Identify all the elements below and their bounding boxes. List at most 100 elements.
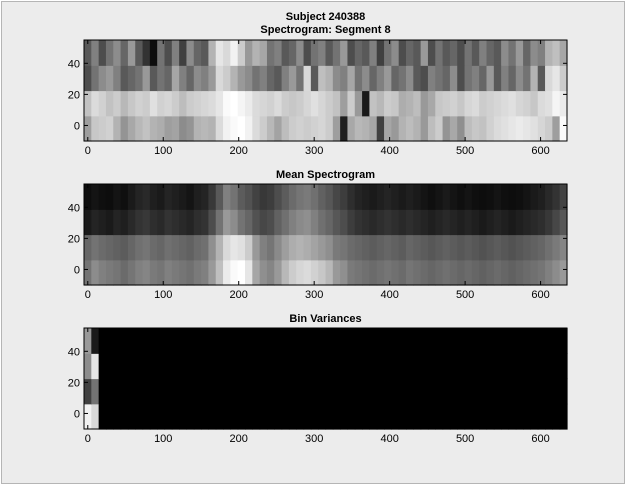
heatmap-cell bbox=[457, 403, 466, 430]
heatmap-cell bbox=[530, 259, 539, 286]
heatmap-cell bbox=[208, 209, 217, 236]
heatmap-cell bbox=[413, 90, 422, 117]
heatmap-cell bbox=[501, 65, 510, 92]
heatmap-cell bbox=[281, 378, 290, 405]
heatmap-cell bbox=[193, 90, 202, 117]
heatmap-cell bbox=[215, 353, 224, 380]
heatmap-cell bbox=[296, 115, 305, 142]
heatmap-cell bbox=[105, 353, 114, 380]
heatmap-cell bbox=[449, 259, 458, 286]
heatmap-cell bbox=[157, 184, 166, 210]
heatmap-cell bbox=[420, 209, 429, 236]
heatmap-cell bbox=[515, 234, 524, 261]
heatmap-cell bbox=[552, 259, 561, 286]
heatmap-cell bbox=[164, 328, 173, 354]
heatmap-cell bbox=[171, 259, 180, 286]
heatmap-cell bbox=[318, 115, 327, 142]
heatmap-cell bbox=[237, 184, 246, 210]
heatmap-cell bbox=[237, 65, 246, 92]
heatmap-cell bbox=[208, 328, 217, 354]
heatmap-cell bbox=[340, 115, 349, 142]
heatmap-cell bbox=[120, 403, 129, 430]
heatmap-cell bbox=[391, 115, 400, 142]
heatmap-cell bbox=[406, 328, 414, 354]
heatmap-cell bbox=[384, 328, 392, 354]
heatmap-cell bbox=[515, 353, 524, 380]
heatmap-cell bbox=[215, 328, 224, 354]
heatmap-cell bbox=[442, 184, 451, 210]
heatmap-cell bbox=[354, 353, 363, 380]
heatmap-cell bbox=[369, 90, 378, 117]
heatmap-cell bbox=[457, 259, 466, 286]
heatmap-cell bbox=[325, 328, 334, 354]
heatmap-cell bbox=[501, 259, 510, 286]
heatmap-cell bbox=[398, 234, 407, 261]
heatmap-cell bbox=[149, 209, 158, 236]
heatmap-cell bbox=[537, 40, 546, 66]
heatmap-cell bbox=[508, 328, 517, 354]
heatmap-cell bbox=[427, 378, 436, 405]
heatmap-cell bbox=[552, 184, 561, 210]
heatmap-cell bbox=[369, 234, 378, 261]
heatmap-cell bbox=[157, 353, 166, 380]
heatmap-cell bbox=[435, 40, 444, 66]
heatmap-cell bbox=[449, 40, 458, 66]
heatmap-cell bbox=[252, 403, 261, 430]
heatmap-cell bbox=[179, 40, 188, 66]
heatmap-cell bbox=[376, 65, 385, 92]
heatmap-cell bbox=[406, 403, 414, 430]
heatmap-cell bbox=[406, 65, 414, 92]
heatmap-cell bbox=[245, 234, 253, 261]
heatmap-cell bbox=[442, 378, 451, 405]
x-tick-label: 500 bbox=[456, 289, 474, 301]
heatmap-cell bbox=[281, 403, 290, 430]
heatmap-cell bbox=[91, 40, 100, 66]
heatmap-cell bbox=[237, 115, 246, 142]
heatmap-cell bbox=[245, 115, 253, 142]
heatmap-cell bbox=[157, 65, 166, 92]
heatmap-cell bbox=[186, 65, 195, 92]
heatmap-cell bbox=[501, 115, 510, 142]
heatmap-cell bbox=[230, 259, 239, 286]
heatmap-cell bbox=[384, 209, 392, 236]
heatmap-cell bbox=[464, 115, 473, 142]
heatmap-cell bbox=[530, 115, 539, 142]
heatmap-cell bbox=[449, 234, 458, 261]
heatmap-cell bbox=[471, 403, 480, 430]
heatmap-cell bbox=[457, 90, 466, 117]
heatmap-cell bbox=[142, 40, 151, 66]
heatmap-cell bbox=[559, 328, 568, 354]
heatmap-cell bbox=[391, 403, 400, 430]
x-tick-label: 600 bbox=[531, 289, 549, 301]
heatmap-cell bbox=[340, 234, 349, 261]
heatmap-cell bbox=[427, 40, 436, 66]
x-tick-label: 200 bbox=[230, 433, 248, 445]
heatmap-cell bbox=[281, 259, 290, 286]
heatmap-cell bbox=[127, 378, 136, 405]
heatmap-cell bbox=[515, 403, 524, 430]
heatmap-cell bbox=[325, 184, 334, 210]
heatmap-cell bbox=[332, 40, 341, 66]
heatmap-cell bbox=[559, 90, 568, 117]
heatmap-cell bbox=[303, 65, 312, 92]
heatmap-cell bbox=[259, 259, 268, 286]
heatmap-cell bbox=[127, 353, 136, 380]
heatmap-cell bbox=[545, 403, 553, 430]
heatmap-cell bbox=[420, 403, 429, 430]
heatmap-cell bbox=[398, 403, 407, 430]
heatmap-cell bbox=[215, 90, 224, 117]
heatmap-cell bbox=[223, 234, 231, 261]
chart-title: Subject 240388 bbox=[286, 11, 366, 23]
heatmap-cell bbox=[84, 184, 92, 210]
heatmap-cell bbox=[530, 328, 539, 354]
heatmap-cell bbox=[157, 378, 166, 405]
heatmap-cell bbox=[208, 184, 217, 210]
heatmap-cell bbox=[318, 40, 327, 66]
heatmap-cell bbox=[296, 65, 305, 92]
heatmap-cell bbox=[457, 378, 466, 405]
heatmap-cell bbox=[266, 378, 275, 405]
heatmap-cell bbox=[325, 209, 334, 236]
heatmap-cell bbox=[230, 403, 239, 430]
heatmap-cell bbox=[537, 403, 546, 430]
heatmap-cell bbox=[471, 65, 480, 92]
